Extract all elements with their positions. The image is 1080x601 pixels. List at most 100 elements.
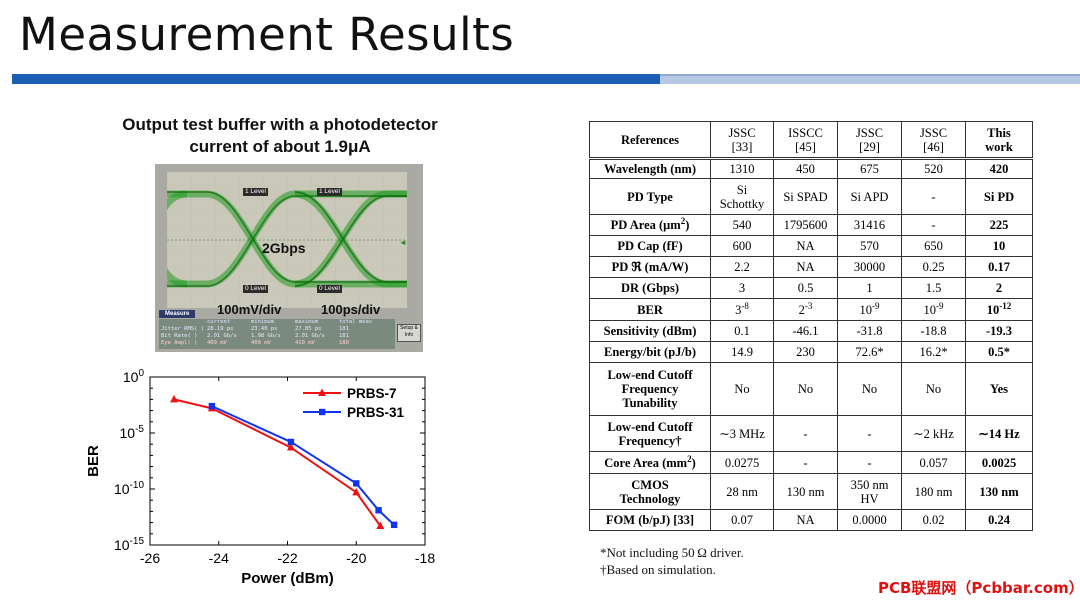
row-parameter: Sensitivity (dBm): [589, 320, 711, 342]
table-cell: -: [901, 178, 966, 215]
table-cell: -: [773, 451, 838, 474]
header-column: ISSCC [45]: [773, 121, 838, 159]
table-row: PD Cap (fF) 600 NA 570 650 10: [589, 235, 1033, 257]
legend-marker: [318, 388, 326, 396]
table-cell: No: [773, 362, 838, 416]
table-cell: Si APD: [837, 178, 902, 215]
setup-info-button[interactable]: Setup & Info: [397, 324, 421, 342]
title-divider-bar: [12, 74, 1080, 84]
row-parameter: Core Area (mm2): [589, 451, 711, 474]
data-point: [170, 394, 179, 403]
table-cell: ∼2 kHz: [901, 415, 966, 452]
table-cell: 450: [773, 158, 838, 179]
eye-diagram-caption: Output test buffer with a photodetector …: [90, 114, 470, 158]
row-parameter: PD ℜ (mA/W): [589, 256, 711, 278]
table-cell: No: [837, 362, 902, 416]
table-row: BER 3-8 2-3 10-9 10-9 10-12: [589, 298, 1033, 321]
table-cell: 28 nm: [710, 473, 774, 510]
data-point: [376, 521, 385, 529]
data-point: [375, 507, 382, 514]
table-footnotes: *Not including 50 Ω driver. †Based on si…: [600, 544, 744, 578]
table-cell: 0.0275: [710, 451, 774, 474]
measure-total: 181: [339, 333, 349, 339]
measure-current: 409 mV: [207, 340, 227, 346]
this-work-cell: 0.24: [965, 509, 1033, 531]
zero-level-marker-right: 0 Level: [317, 285, 342, 293]
x-tick-label: -18: [415, 550, 435, 566]
table-cell: 3-8: [710, 298, 774, 321]
legend-label: PRBS-31: [347, 405, 405, 420]
measure-minimum: 409 mV: [251, 340, 271, 346]
table-cell: No: [710, 362, 774, 416]
slide-title: Measurement Results: [19, 8, 515, 61]
table-cell: -: [773, 415, 838, 452]
plot-frame: [149, 376, 426, 546]
row-parameter: CMOS Technology: [589, 473, 711, 510]
table-row: Low-end Cutoff Frequency† ∼3 MHz - - ∼2 kHz ∼1…: [589, 415, 1033, 452]
table-cell: 1: [837, 277, 902, 299]
eye-diagram-screen: 1 Level 1 Level 0 Level 0 Level ◄ 2Gbps: [167, 172, 407, 308]
this-work-cell: 130 nm: [965, 473, 1033, 510]
measure-tab[interactable]: Measure: [159, 310, 196, 318]
table-cell: 0.057: [901, 451, 966, 474]
row-parameter: BER: [589, 298, 711, 321]
table-cell: 72.6*: [837, 341, 902, 363]
row-parameter: DR (Gbps): [589, 277, 711, 299]
vertical-scale-label: 100mV/div: [217, 302, 282, 317]
watermark: PCB联盟网（Pcbbar.com）: [878, 579, 1080, 597]
this-work-cell: Yes: [965, 362, 1033, 416]
table-cell: NA: [773, 235, 838, 257]
table-cell: 1.5: [901, 277, 966, 299]
table-row: Low-end Cutoff Frequency Tunability No No No N…: [589, 362, 1033, 416]
table-cell: 600: [710, 235, 774, 257]
measure-total: 180: [339, 340, 349, 346]
measure-header-total: total meas: [339, 319, 373, 325]
y-tick-label: 10-10: [114, 480, 144, 497]
data-point: [352, 487, 361, 496]
measure-minimum: 23.40 ps: [251, 326, 278, 332]
table-cell: -: [837, 451, 902, 474]
table-cell: -: [837, 415, 902, 452]
measure-total: 181: [339, 326, 349, 332]
measure-name: Bit Rate( ): [161, 333, 198, 339]
table-cell: -31.8: [837, 320, 902, 342]
measure-header-maximum: maximum: [295, 319, 319, 325]
legend-marker: [319, 408, 326, 416]
table-cell: 230: [773, 341, 838, 363]
table-cell: 31416: [837, 214, 902, 236]
table-cell: 0.0000: [837, 509, 902, 531]
this-work-cell: 10-12: [965, 298, 1033, 321]
table-row: Sensitivity (dBm) 0.1 -46.1 -31.8 -18.8 -19.3: [589, 320, 1033, 342]
row-parameter: Wavelength (nm): [589, 158, 711, 179]
table-cell: 30000: [837, 256, 902, 278]
table-row: FOM (b/pJ) [33] 0.07 NA 0.0000 0.02 0.24: [589, 509, 1033, 531]
measure-name: Eye Ampl( ): [161, 340, 198, 346]
header-column: JSSC [46]: [901, 121, 966, 159]
table-body: Wavelength (nm) 1310 450 675 520 420 PD Type Si…: [589, 158, 1033, 531]
x-tick-label: -24: [209, 550, 229, 566]
row-parameter: FOM (b/pJ) [33]: [589, 509, 711, 531]
trigger-arrow-icon: ◄: [399, 238, 407, 247]
measure-name: Jitter RMS( ): [161, 326, 205, 332]
table-row: Core Area (mm2) 0.0275- -0.057 0.0025: [589, 451, 1033, 474]
table-cell: 16.2*: [901, 341, 966, 363]
table-cell: 180 nm: [901, 473, 966, 510]
table-cell: 2.2: [710, 256, 774, 278]
header-column: JSSC [33]: [710, 121, 774, 159]
measure-header-row: current minimum maximum total meas: [159, 319, 395, 326]
eye-data-rate-label: 2Gbps: [262, 240, 306, 256]
table-cell: 0.02: [901, 509, 966, 531]
table-cell: -: [901, 214, 966, 236]
eye-caption-line1: Output test buffer with a photodetector: [122, 115, 438, 134]
oscilloscope-screenshot: 1 Level 1 Level 0 Level 0 Level ◄ 2Gbps …: [155, 164, 423, 352]
this-work-cell: 420: [965, 158, 1033, 179]
eye-caption-line2: current of about 1.9μA: [189, 137, 371, 156]
table-cell: NA: [773, 256, 838, 278]
row-parameter: Low-end Cutoff Frequency†: [589, 415, 711, 452]
data-point: [353, 480, 360, 487]
table-cell: -46.1: [773, 320, 838, 342]
table-cell: 10-9: [837, 298, 902, 321]
table-cell: 3: [710, 277, 774, 299]
x-tick-label: -20: [346, 550, 366, 566]
this-work-cell: -19.3: [965, 320, 1033, 342]
